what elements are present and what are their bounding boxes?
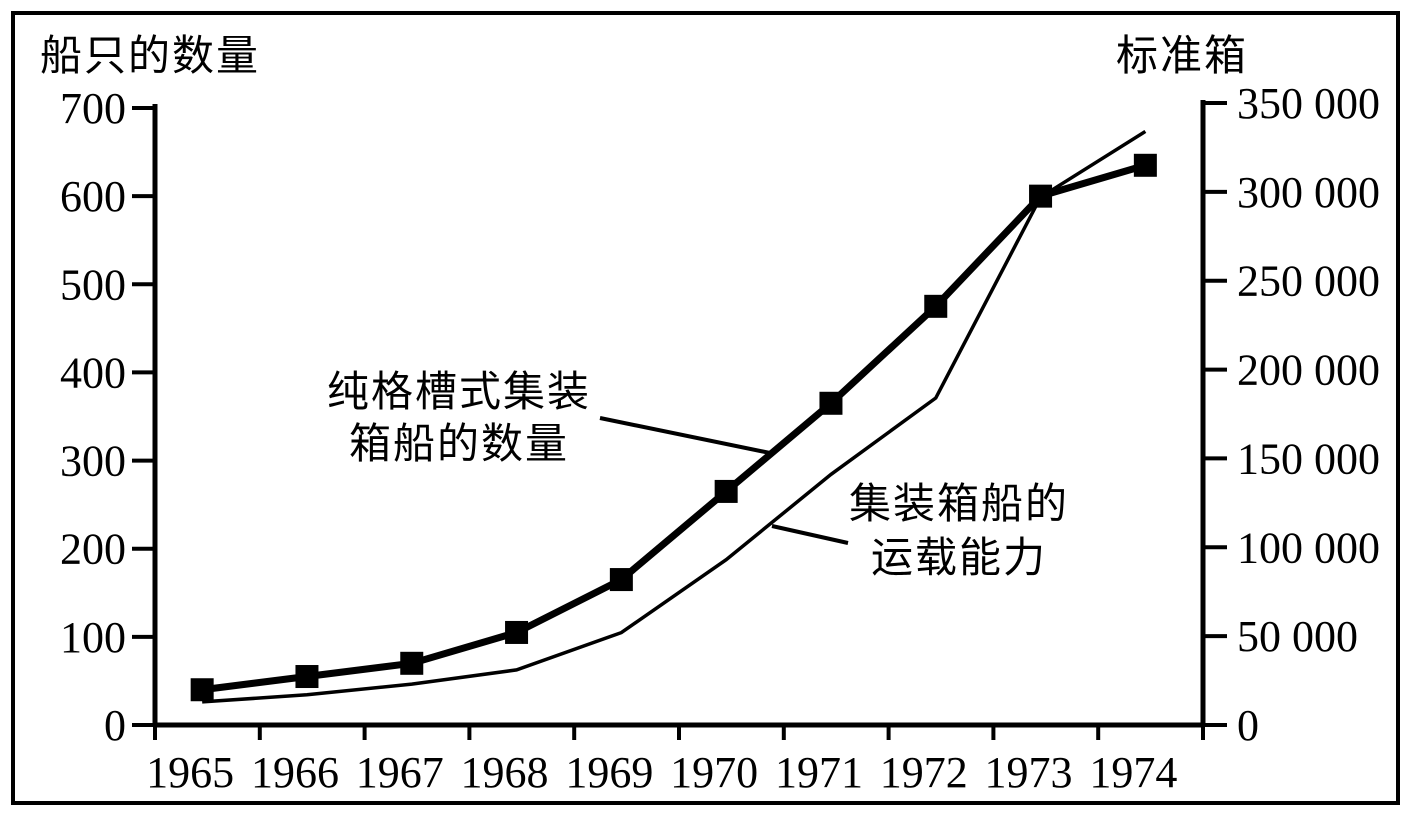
- capacity-annotation-leader: [771, 524, 849, 545]
- x-axis-year-label: 1966: [251, 748, 339, 797]
- right-axis-tick-label: 150 000: [1237, 434, 1380, 483]
- annotation-capacity: 集装箱船的 运载能力: [849, 482, 1069, 582]
- left-axis-tick-label: 0: [104, 701, 126, 750]
- x-axis-year-label: 1965: [146, 748, 234, 797]
- ship-count-marker: [505, 620, 529, 644]
- annotation-ship-count-line2: 箱船的数量: [349, 422, 569, 468]
- right-axis-title: 标准箱: [1116, 34, 1248, 80]
- ship-count-marker: [400, 651, 424, 675]
- left-axis-tick-label: 700: [60, 84, 126, 133]
- right-axis-tick-label: 250 000: [1237, 257, 1380, 306]
- left-axis-tick-label: 300: [60, 437, 126, 486]
- x-axis-year-label: 1973: [985, 748, 1073, 797]
- right-axis-tick-label: 350 000: [1237, 79, 1380, 128]
- ship-count-annotation-leader: [599, 416, 771, 455]
- chart-plot-area: 0 100 200 300 400 500 600 700 0 50 000 100 000 150 …: [11, 11, 1400, 805]
- left-axis-tick-label: 500: [60, 260, 126, 309]
- left-axis-title: 船只的数量: [40, 34, 260, 80]
- annotation-capacity-line2: 运载能力: [871, 536, 1047, 582]
- right-axis-tick-label: 300 000: [1237, 168, 1380, 217]
- left-axis-tick-label: 100: [60, 613, 126, 662]
- ship-count-marker: [924, 294, 948, 318]
- annotation-ship-count-line1: 纯格槽式集装: [327, 370, 591, 416]
- x-axis-year-label: 1969: [565, 748, 653, 797]
- left-axis-tick-label: 200: [60, 525, 126, 574]
- x-axis-year-label: 1967: [356, 748, 444, 797]
- ship-count-marker: [190, 678, 214, 702]
- ship-count-marker: [609, 568, 633, 592]
- left-axis-tick-label: 600: [60, 172, 126, 221]
- right-axis-tick-label: 200 000: [1237, 346, 1380, 395]
- outer-border: [11, 11, 1400, 805]
- x-axis-year-label: 1970: [670, 748, 758, 797]
- ship-count-marker: [1133, 153, 1157, 177]
- ship-count-marker: [1029, 184, 1053, 208]
- x-axis-year-label: 1974: [1089, 748, 1177, 797]
- x-axis-year-label: 1972: [880, 748, 968, 797]
- ship-count-line: [201, 161, 1147, 694]
- right-axis-tick-label: 50 000: [1237, 612, 1358, 661]
- ship-count-marker: [295, 665, 319, 689]
- right-axis-tick-label: 0: [1237, 701, 1259, 750]
- x-axis-year-label: 1968: [461, 748, 549, 797]
- x-axis-year-label: 1971: [775, 748, 863, 797]
- annotation-ship-count: 纯格槽式集装 箱船的数量: [327, 370, 591, 468]
- capacity-line: [202, 129, 1147, 704]
- annotation-capacity-line1: 集装箱船的: [849, 482, 1069, 528]
- right-axis-tick-label: 100 000: [1237, 523, 1380, 572]
- ship-count-marker: [714, 479, 738, 503]
- left-axis-tick-label: 400: [60, 348, 126, 397]
- ship-count-marker: [819, 391, 843, 415]
